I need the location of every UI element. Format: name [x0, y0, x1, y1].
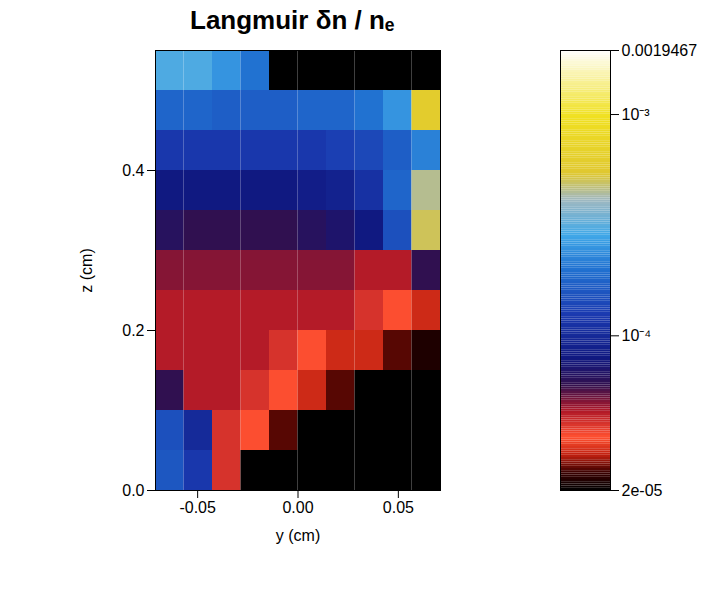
svg-text:10⁻³: 10⁻³ — [622, 106, 651, 123]
svg-text:2e-05: 2e-05 — [622, 482, 663, 499]
svg-text:z (cm): z (cm) — [78, 248, 95, 292]
svg-text:0.0019467: 0.0019467 — [622, 42, 698, 59]
svg-text:y (cm): y (cm) — [276, 527, 320, 544]
svg-text:0.2: 0.2 — [122, 322, 144, 339]
html-text:Langmuir δn / nₑ: Langmuir δn / nₑ — [190, 5, 395, 35]
svg-text:0.4: 0.4 — [122, 162, 144, 179]
svg-text:10⁻⁴: 10⁻⁴ — [622, 327, 652, 344]
svg-text:-0.05: -0.05 — [179, 499, 216, 516]
svg-text:0.0: 0.0 — [122, 482, 144, 499]
svg-text:0.05: 0.05 — [383, 499, 414, 516]
svg-text:0.00: 0.00 — [282, 499, 313, 516]
